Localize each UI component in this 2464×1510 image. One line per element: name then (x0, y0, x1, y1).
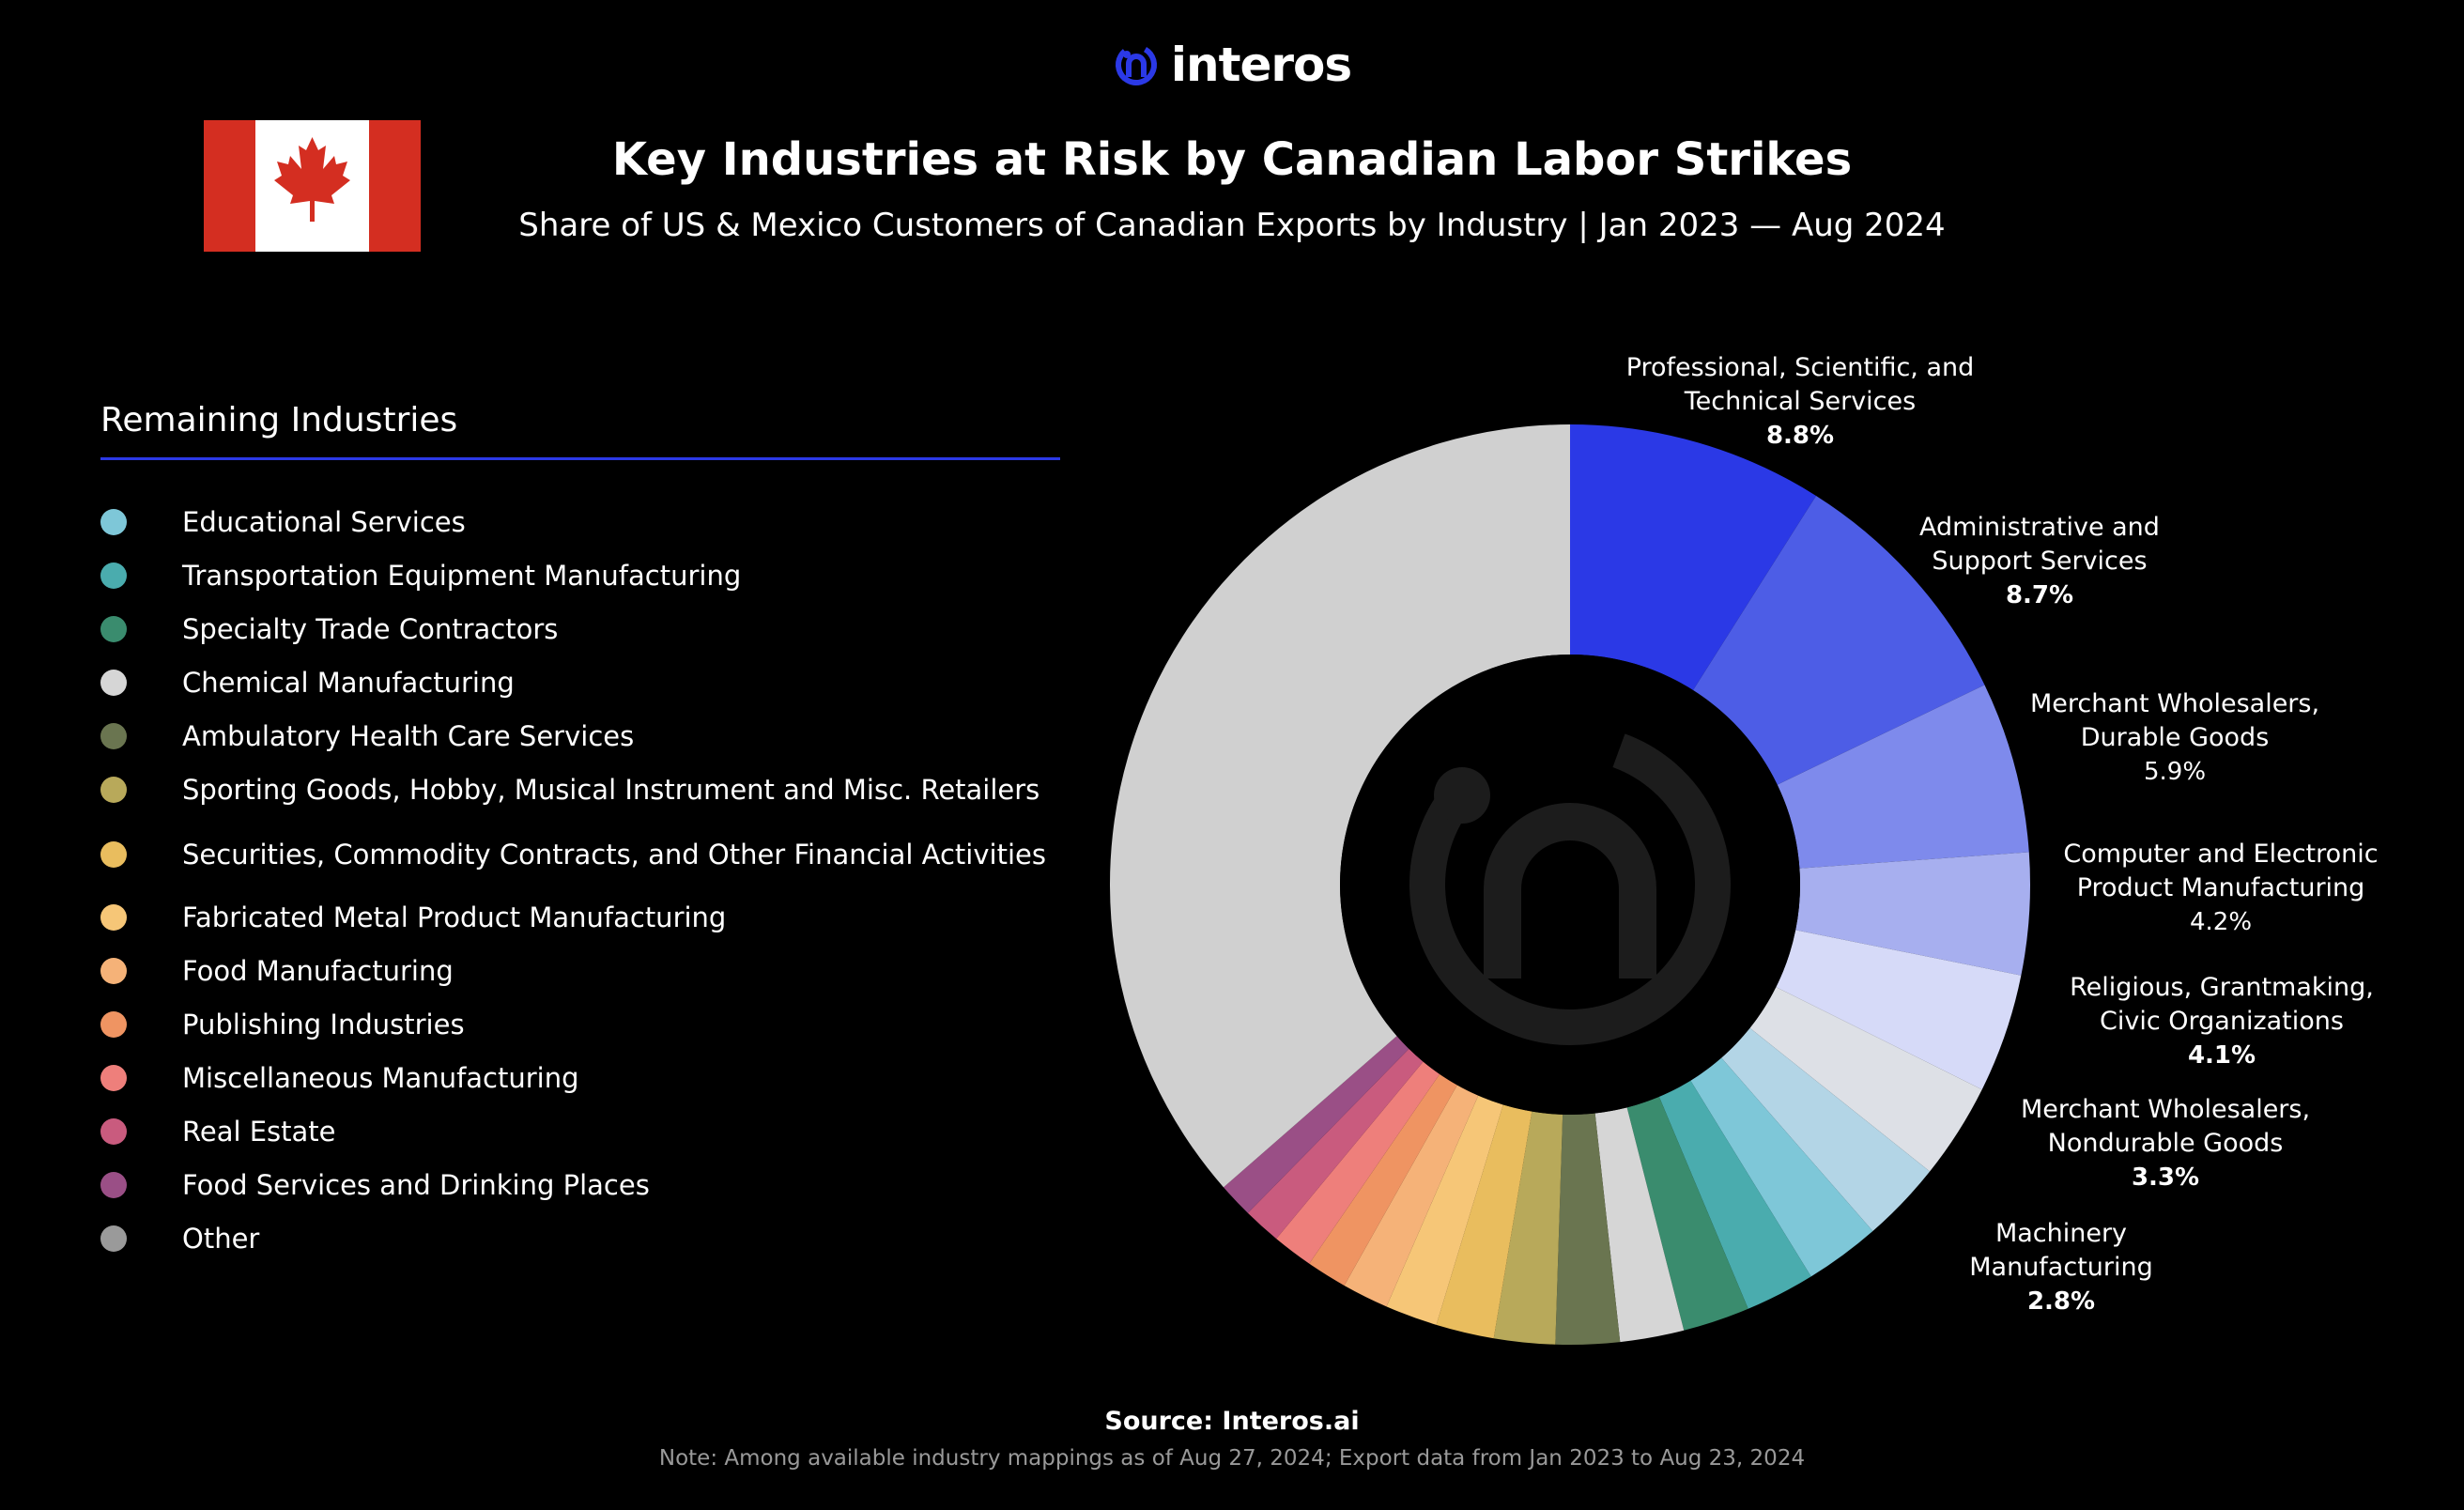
legend-item: Specialty Trade Contractors (100, 610, 558, 648)
source-text: Source: Interos.ai (1104, 1407, 1360, 1436)
legend-label: Transportation Equipment Manufacturing (182, 560, 742, 592)
donut-slice (1658, 1080, 1811, 1309)
donut-slice (1247, 1048, 1424, 1240)
slice-value-label: 2.8% (2027, 1287, 2095, 1316)
slice-label: Computer and Electronic Product Manufactu… (2063, 840, 2378, 902)
legend-item: Food Services and Drinking Places (100, 1166, 650, 1204)
legend-label: Sporting Goods, Hobby, Musical Instrumen… (182, 774, 1040, 806)
donut-slice (1776, 930, 2022, 1090)
legend-item: Educational Services (100, 503, 466, 541)
brand-logo: interos (0, 38, 2464, 92)
donut-slice (1777, 685, 2029, 869)
donut-slice (1570, 424, 1817, 690)
legend-item: Chemical Manufacturing (100, 664, 515, 701)
legend-swatch (100, 723, 127, 749)
slice-label: Merchant Wholesalers, Nondurable Goods (2021, 1095, 2310, 1158)
slice-value-label: 4.2% (2190, 908, 2252, 936)
legend-divider (100, 457, 1060, 460)
center-logo-icon (1409, 724, 1731, 1045)
legend-label: Specialty Trade Contractors (182, 613, 559, 645)
footnote: Note: Among available industry mappings … (658, 1446, 1806, 1471)
donut-slice (1749, 987, 1982, 1172)
legend-item: Fabricated Metal Product Manufacturing (100, 899, 726, 936)
donut-slice (1493, 1111, 1563, 1345)
donut-slice (1386, 1095, 1503, 1325)
legend-swatch (100, 904, 127, 931)
slice-label: Religious, Grantmaking, Civic Organizatio… (2070, 973, 2374, 1036)
donut-slice (1693, 495, 1985, 785)
legend-label: Real Estate (182, 1116, 336, 1148)
legend-item: Ambulatory Health Care Services (100, 717, 634, 755)
slice-label: Merchant Wholesalers, Durable Goods (2030, 689, 2319, 752)
legend-label: Food Services and Drinking Places (182, 1169, 650, 1201)
legend-label: Securities, Commodity Contracts, and Oth… (182, 839, 1046, 871)
donut-slice (1795, 852, 2030, 976)
legend-swatch (100, 1172, 127, 1198)
legend-swatch (100, 958, 127, 984)
legend-swatch (100, 777, 127, 803)
legend-label: Fabricated Metal Product Manufacturing (182, 901, 727, 933)
slice-label: Professional, Scientific, and Technical S… (1626, 353, 1975, 416)
legend-item: Publishing Industries (100, 1006, 465, 1043)
donut-slice (1555, 1113, 1621, 1345)
donut-slice (1344, 1085, 1479, 1307)
brand-name: interos (1170, 38, 1352, 92)
legend-label: Other (182, 1223, 260, 1255)
chart-subtitle: Share of US & Mexico Customers of Canadi… (518, 207, 1946, 244)
legend-swatch (100, 841, 127, 868)
legend-label: Publishing Industries (182, 1009, 465, 1040)
slice-value-label: 8.7% (2006, 581, 2073, 609)
canada-flag-icon (204, 120, 421, 252)
legend-label: Food Manufacturing (182, 955, 454, 987)
legend-item: Real Estate (100, 1113, 336, 1150)
chart-title: Key Industries at Risk by Canadian Labor… (611, 133, 1853, 186)
slice-label: Machinery Manufacturing (1969, 1219, 2153, 1282)
donut-slice (1309, 1073, 1457, 1286)
legend-swatch (100, 670, 127, 696)
donut-slice (1626, 1096, 1748, 1331)
slice-value-label: 5.9% (2144, 758, 2206, 786)
legend-item: Food Manufacturing (100, 952, 454, 990)
donut-slice (1690, 1057, 1873, 1277)
legend-swatch (100, 1225, 127, 1252)
slice-value-label: 4.1% (2188, 1041, 2256, 1070)
donut-slice (1436, 1104, 1532, 1339)
legend-swatch (100, 562, 127, 589)
donut-center (1340, 655, 1800, 1115)
legend-swatch (100, 616, 127, 642)
slice-value-label: 8.8% (1766, 422, 1834, 450)
legend-label: Miscellaneous Manufacturing (182, 1062, 579, 1094)
legend-label: Ambulatory Health Care Services (182, 720, 635, 752)
legend-item: Transportation Equipment Manufacturing (100, 557, 741, 594)
legend-swatch (100, 1065, 127, 1091)
legend-title: Remaining Industries (100, 401, 458, 439)
legend-item: Other (100, 1220, 259, 1257)
donut-slice (1223, 1036, 1409, 1213)
donut-slice (1276, 1061, 1440, 1264)
donut-slice (1594, 1107, 1685, 1343)
legend-item: Securities, Commodity Contracts, and Oth… (100, 836, 1046, 873)
slice-label: Administrative and Support Services (1919, 513, 2160, 576)
legend-swatch (100, 1118, 127, 1145)
legend-label: Educational Services (182, 506, 466, 538)
legend-swatch (100, 509, 127, 535)
donut-slice (1109, 424, 1570, 1188)
interos-logo-icon (1115, 44, 1157, 85)
legend-item: Miscellaneous Manufacturing (100, 1059, 579, 1097)
legend-item: Sporting Goods, Hobby, Musical Instrumen… (100, 771, 1040, 809)
slice-value-label: 3.3% (2132, 1163, 2199, 1192)
legend-swatch (100, 1011, 127, 1038)
donut-slice (1721, 1027, 1931, 1232)
legend-label: Chemical Manufacturing (182, 667, 515, 699)
